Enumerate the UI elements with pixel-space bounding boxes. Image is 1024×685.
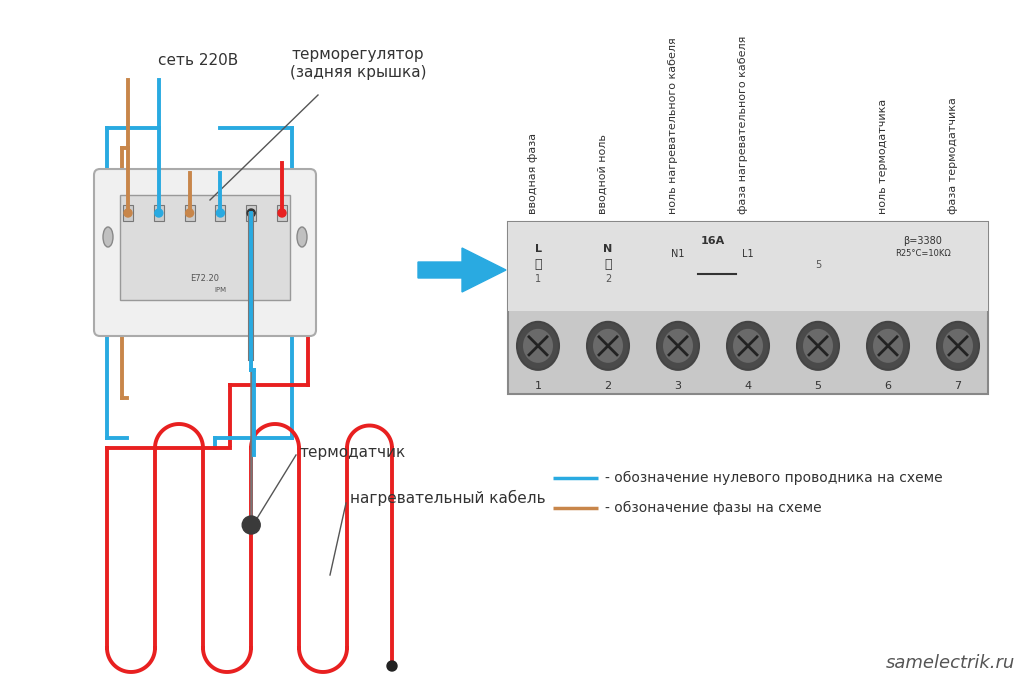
Bar [123, 205, 133, 221]
Circle shape [124, 209, 132, 217]
Text: N: N [603, 244, 612, 254]
Text: β=3380: β=3380 [903, 236, 942, 246]
Text: вводная фаза: вводная фаза [528, 133, 538, 214]
Text: 7: 7 [954, 381, 962, 391]
Ellipse shape [943, 329, 973, 363]
Text: 2: 2 [605, 274, 611, 284]
Ellipse shape [517, 322, 559, 370]
Text: терморегулятор: терморегулятор [292, 47, 424, 62]
Text: L1: L1 [742, 249, 754, 259]
Text: R25°C=10KΩ: R25°C=10KΩ [895, 249, 951, 258]
Text: - обозначение нулевого проводника на схеме: - обозначение нулевого проводника на схе… [605, 471, 943, 485]
Text: (задняя крышка): (задняя крышка) [290, 65, 426, 80]
Text: samelectrik.ru: samelectrik.ru [886, 654, 1015, 672]
Text: - обзоначение фазы на схеме: - обзоначение фазы на схеме [605, 501, 821, 515]
Text: 1: 1 [535, 381, 542, 391]
Circle shape [216, 209, 224, 217]
Text: ноль термодатчика: ноль термодатчика [878, 99, 888, 214]
Circle shape [243, 516, 260, 534]
Ellipse shape [657, 322, 699, 370]
Text: E72.20: E72.20 [190, 273, 219, 282]
Text: 5: 5 [815, 260, 821, 270]
FancyBboxPatch shape [94, 169, 316, 336]
Text: IPM: IPM [214, 287, 226, 293]
Circle shape [278, 209, 286, 217]
Bar [278, 205, 287, 221]
Text: 1: 1 [535, 274, 541, 284]
Bar [508, 222, 988, 312]
Text: ноль нагревательного кабеля: ноль нагревательного кабеля [668, 37, 678, 214]
Circle shape [247, 209, 255, 217]
Ellipse shape [873, 329, 903, 363]
Text: ⏚: ⏚ [604, 258, 611, 271]
Text: L: L [535, 244, 542, 254]
Bar [215, 205, 225, 221]
Ellipse shape [867, 322, 909, 370]
Text: 6: 6 [885, 381, 892, 391]
Bar [120, 195, 290, 300]
Ellipse shape [593, 329, 623, 363]
Circle shape [155, 209, 163, 217]
Circle shape [185, 209, 194, 217]
Text: 4: 4 [744, 381, 752, 391]
Bar [154, 205, 164, 221]
FancyArrow shape [418, 248, 506, 292]
Ellipse shape [727, 322, 769, 370]
Ellipse shape [297, 227, 307, 247]
Text: ⏚: ⏚ [535, 258, 542, 271]
Ellipse shape [797, 322, 839, 370]
Text: сеть 220В: сеть 220В [158, 53, 239, 68]
Text: вводной ноль: вводной ноль [598, 134, 608, 214]
Ellipse shape [937, 322, 979, 370]
Text: 5: 5 [814, 381, 821, 391]
Text: фаза термодатчика: фаза термодатчика [948, 97, 958, 214]
Ellipse shape [803, 329, 833, 363]
Ellipse shape [663, 329, 693, 363]
Text: 16A: 16A [700, 236, 725, 246]
Text: 2: 2 [604, 381, 611, 391]
Ellipse shape [587, 322, 629, 370]
Bar [184, 205, 195, 221]
Ellipse shape [733, 329, 763, 363]
Circle shape [387, 661, 397, 671]
Text: фаза нагревательного кабеля: фаза нагревательного кабеля [738, 36, 748, 214]
Text: 3: 3 [675, 381, 682, 391]
Ellipse shape [523, 329, 553, 363]
Bar [246, 205, 256, 221]
Text: термодатчик: термодатчик [300, 445, 407, 460]
Ellipse shape [103, 227, 113, 247]
Bar [508, 222, 988, 394]
Text: нагревательный кабель: нагревательный кабель [350, 490, 546, 506]
Text: N1: N1 [672, 249, 685, 259]
